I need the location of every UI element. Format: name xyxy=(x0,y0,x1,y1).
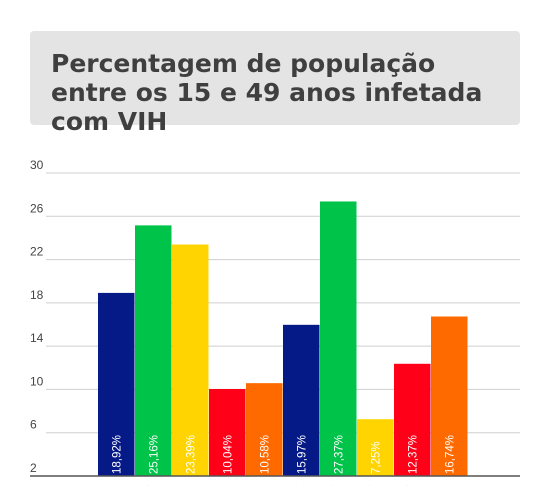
bar-value-label: 10,04% xyxy=(222,435,234,474)
bar xyxy=(431,316,468,476)
bar-value-labels: 18,92% 25,16% 23,39% 10,04% 10,58% 15,97% 27,3… xyxy=(111,435,456,474)
bar-value-label: 25,16% xyxy=(148,435,160,474)
y-tick-label: 14 xyxy=(30,331,44,345)
y-tick-label: 26 xyxy=(30,201,44,215)
y-tick-label: 30 xyxy=(30,158,44,172)
bar-value-label: 12,37% xyxy=(407,435,419,474)
bar-value-label: 10,58% xyxy=(259,435,271,474)
y-tick-label: 2 xyxy=(30,461,37,475)
y-tick-label: 18 xyxy=(30,288,44,302)
bar xyxy=(283,324,320,476)
bar xyxy=(246,383,283,476)
chart-title: Percentagem de população entre os 15 e 4… xyxy=(51,49,483,136)
bar-value-label: 23,39% xyxy=(185,435,197,474)
bar xyxy=(394,363,431,476)
bar-value-label: 7,25% xyxy=(370,441,382,474)
bar xyxy=(209,388,246,476)
bar xyxy=(357,419,394,476)
bar xyxy=(98,292,135,476)
bars xyxy=(98,201,468,476)
chart-title-box: Percentagem de população entre os 15 e 4… xyxy=(30,31,520,136)
bar-value-label: 16,74% xyxy=(444,435,456,474)
bar-value-label: 27,37% xyxy=(333,435,345,474)
y-tick-label: 6 xyxy=(30,418,37,432)
bar xyxy=(172,244,209,476)
bar xyxy=(320,201,357,476)
bar xyxy=(135,225,172,476)
y-tick-label: 22 xyxy=(30,245,44,259)
bar-value-label: 18,92% xyxy=(111,435,123,474)
bar-value-label: 15,97% xyxy=(296,435,308,474)
y-tick-label: 10 xyxy=(30,374,44,388)
